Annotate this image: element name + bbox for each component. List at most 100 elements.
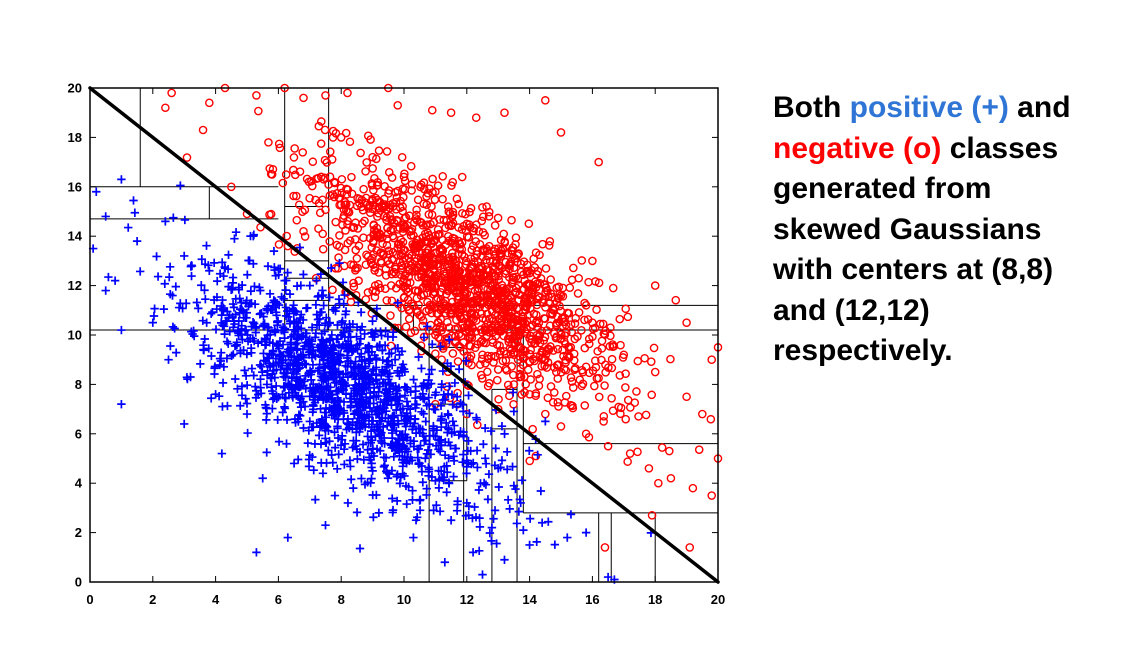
negative-point xyxy=(319,174,328,184)
positive-point xyxy=(395,371,404,381)
negative-point xyxy=(418,221,428,230)
negative-point xyxy=(274,240,284,249)
positive-point xyxy=(169,213,178,222)
negative-point xyxy=(384,186,394,195)
negative-point xyxy=(507,307,516,317)
positive-point xyxy=(202,241,211,250)
positive-point xyxy=(228,312,237,322)
positive-point xyxy=(218,295,227,305)
positive-point xyxy=(312,320,322,330)
negative-point xyxy=(555,317,564,327)
positive-point xyxy=(278,323,288,332)
positive-point xyxy=(445,335,454,344)
positive-point xyxy=(174,303,184,312)
positive-point xyxy=(243,270,252,279)
positive-point xyxy=(483,495,493,504)
negative-point xyxy=(373,180,383,190)
positive-point xyxy=(345,456,355,465)
negative-point xyxy=(343,88,352,98)
positive-point xyxy=(316,439,326,449)
positive-point xyxy=(464,391,473,400)
negative-point xyxy=(382,296,392,305)
negative-point xyxy=(451,261,461,271)
positive-point xyxy=(196,359,205,369)
positive-point xyxy=(334,409,343,419)
positive-point xyxy=(230,341,240,351)
positive-point xyxy=(436,466,446,476)
positive-point xyxy=(264,353,273,363)
positive-point xyxy=(101,212,110,221)
positive-point xyxy=(219,362,229,371)
positive-point xyxy=(227,351,236,361)
negative-point xyxy=(370,266,379,275)
negative-point xyxy=(423,228,433,238)
positive-point xyxy=(423,445,433,455)
positive-point xyxy=(486,426,496,436)
negative-point xyxy=(518,317,528,326)
positive-point xyxy=(325,293,334,302)
positive-point xyxy=(256,286,265,295)
negative-point xyxy=(407,179,417,189)
positive-point xyxy=(343,337,353,346)
positive-point xyxy=(180,419,189,429)
negative-point xyxy=(497,297,507,307)
negative-point xyxy=(385,211,395,221)
negative-point xyxy=(626,403,635,412)
positive-point xyxy=(411,428,421,438)
negative-point xyxy=(477,328,487,337)
positive-point xyxy=(382,421,392,430)
negative-point xyxy=(516,364,525,373)
positive-point xyxy=(436,342,445,351)
positive-point xyxy=(284,312,293,322)
negative-point xyxy=(316,139,326,148)
positive-point xyxy=(152,252,161,261)
negative-point xyxy=(318,229,328,239)
negative-point xyxy=(522,316,532,326)
positive-point xyxy=(197,255,207,264)
positive-point xyxy=(380,461,389,470)
positive-point xyxy=(271,381,281,391)
positive-point xyxy=(422,383,431,393)
positive-point xyxy=(481,454,490,463)
negative-point xyxy=(368,164,377,173)
positive-point xyxy=(438,366,448,376)
positive-point xyxy=(371,355,381,364)
positive-point xyxy=(317,392,326,401)
caption-text: Both xyxy=(773,91,850,124)
negative-point xyxy=(292,215,302,225)
positive-point xyxy=(262,448,271,457)
negative-point xyxy=(528,354,538,364)
y-tick-label: 6 xyxy=(75,426,82,441)
positive-point xyxy=(421,417,430,426)
negative-point xyxy=(345,236,355,245)
negative-point xyxy=(641,410,651,420)
positive-point xyxy=(346,475,356,484)
positive-point xyxy=(354,369,363,378)
positive-point xyxy=(456,398,465,408)
positive-point xyxy=(299,423,308,433)
negative-point xyxy=(330,177,339,187)
positive-point xyxy=(544,517,553,526)
positive-point xyxy=(212,292,222,302)
positive-point xyxy=(478,570,487,579)
positive-point xyxy=(437,380,447,389)
negative-point xyxy=(450,338,460,347)
positive-point xyxy=(363,445,372,454)
negative-point xyxy=(528,424,537,434)
negative-point xyxy=(606,323,615,332)
negative-point xyxy=(454,292,464,301)
positive-point xyxy=(172,348,181,357)
positive-point xyxy=(241,394,250,403)
positive-point xyxy=(371,432,380,441)
negative-point xyxy=(584,277,593,287)
positive-point xyxy=(204,344,213,353)
positive-point xyxy=(421,454,430,463)
negative-point xyxy=(298,207,307,217)
positive-point xyxy=(285,359,295,368)
positive-point xyxy=(332,334,341,344)
negative-point xyxy=(507,246,517,256)
positive-point xyxy=(266,362,275,372)
positive-point xyxy=(92,187,101,196)
negative-point xyxy=(682,318,691,327)
positive-point xyxy=(459,450,468,459)
